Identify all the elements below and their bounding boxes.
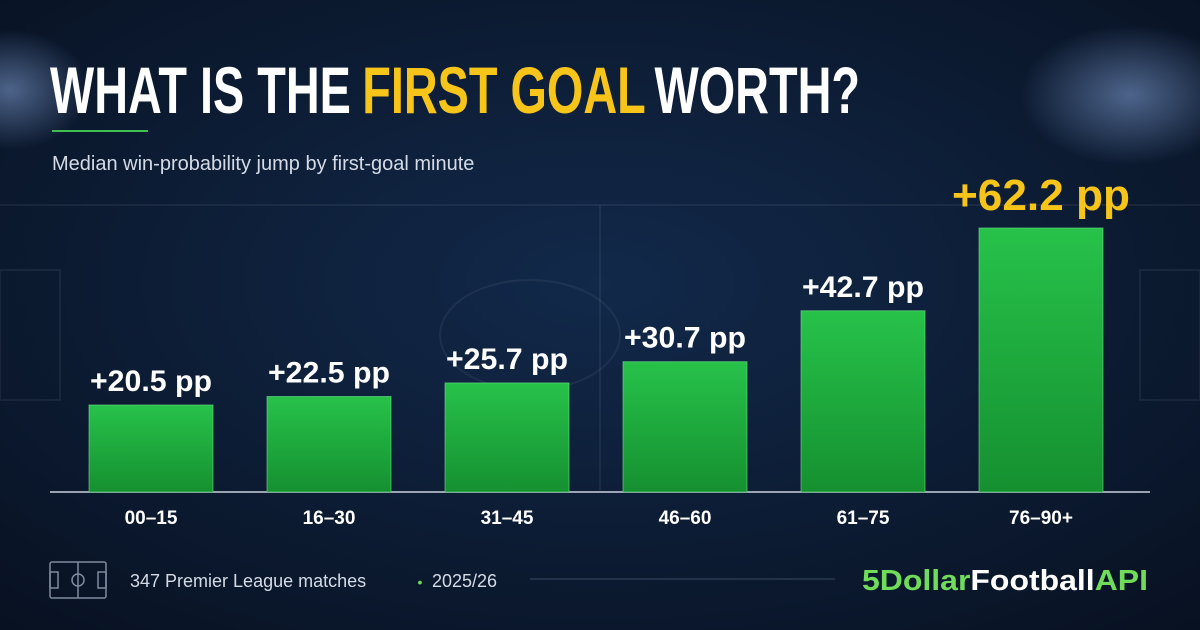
title-part: FIRST GOAL: [362, 53, 645, 127]
floodlight: [1020, 25, 1200, 165]
value-label: +20.5 pp: [90, 365, 212, 398]
chart-subtitle: Median win-probability jump by first-goa…: [52, 153, 474, 175]
pitch-lines: [0, 204, 1200, 490]
value-label: +22.5 pp: [268, 357, 390, 390]
x-tick-label: 76–90+: [1009, 508, 1073, 529]
floodlight: [0, 30, 90, 150]
value-label: +62.2 pp: [952, 171, 1130, 220]
bar: [800, 310, 926, 493]
x-tick-label: 61–75: [837, 508, 890, 529]
value-label: +42.7 pp: [802, 271, 924, 304]
bar: [88, 404, 214, 493]
brand-part: API: [1095, 565, 1148, 597]
chart-title: WHAT IS THEFIRST GOALWORTH?: [50, 53, 860, 127]
footer-separator: •: [418, 574, 423, 590]
value-label: +30.7 pp: [624, 322, 746, 355]
bar: [622, 361, 748, 493]
bar: [444, 382, 570, 493]
value-label: +25.7 pp: [446, 343, 568, 376]
footer-season: 2025/26: [432, 571, 497, 591]
title-part: WHAT IS THE: [50, 53, 351, 127]
brand: 5Dollar Football API: [862, 565, 1148, 597]
bar: [266, 396, 392, 493]
title-part: WORTH?: [655, 53, 860, 127]
footer-note: 347 Premier League matches: [130, 571, 366, 591]
x-tick-label: 31–45: [481, 508, 534, 529]
pitch-icon: [49, 561, 107, 599]
x-tick-label: 00–15: [125, 508, 178, 529]
brand-part: Football: [970, 565, 1094, 597]
x-tick-label: 46–60: [659, 508, 712, 529]
brand-part: 5Dollar: [862, 565, 970, 597]
x-tick-label: 16–30: [303, 508, 356, 529]
bar: [978, 227, 1104, 493]
